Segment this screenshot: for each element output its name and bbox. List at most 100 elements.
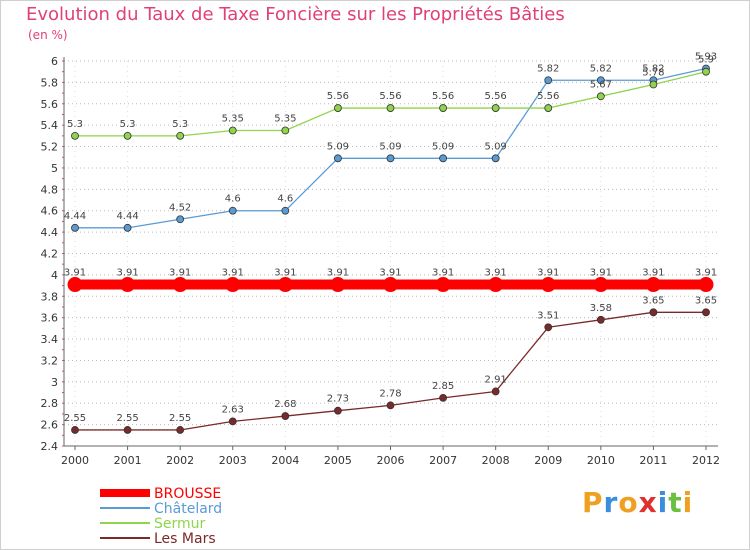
data-label: 3.91 [642,268,664,279]
data-label: 2.91 [485,374,507,385]
grid-lines [64,60,718,447]
data-label: 3.91 [485,268,507,279]
x-tick-label: 2008 [482,454,510,467]
y-tick-label: 5.8 [41,76,59,89]
data-label: 5.82 [642,63,664,74]
y-tick-label: 4.2 [41,248,59,261]
data-label: 5.09 [327,141,349,152]
x-tick-label: 2011 [639,454,667,467]
data-point [176,131,185,140]
data-point [281,206,290,215]
data-point [176,426,185,434]
data-point [123,131,132,140]
data-point [386,154,395,163]
y-tick-label: 3.8 [41,290,59,303]
data-label: 3.91 [432,268,454,279]
data-label: 5.35 [274,114,296,125]
data-label: 3.91 [590,268,612,279]
x-tick-label: 2007 [429,454,457,467]
y-tick-label: 2.8 [41,397,59,410]
y-tick-label: 5.6 [41,98,59,111]
data-label: 3.65 [642,295,664,306]
data-label: 4.44 [64,211,86,222]
data-label: 3.91 [379,268,401,279]
data-label: 5.09 [485,141,507,152]
data-point [172,277,188,293]
x-tick-label: 2000 [61,454,89,467]
data-point [225,277,241,293]
y-tick-label: 5.4 [41,119,59,132]
y-tick-label: 4.8 [41,183,59,196]
legend-label: Sermur [154,516,206,532]
data-label: 3.91 [64,268,86,279]
data-label: 4.6 [225,194,241,205]
data-label: 5.3 [67,119,83,130]
x-tick-label: 2005 [324,454,352,467]
data-point [277,277,293,293]
data-point [120,277,136,293]
data-point [281,412,290,420]
data-point [176,215,185,224]
data-label: 5.35 [222,114,244,125]
data-point [439,393,447,402]
data-point [649,80,658,89]
series-lines [67,64,714,434]
data-point [67,277,83,293]
data-label: 2.55 [116,413,138,424]
data-label: 5.56 [485,91,507,102]
y-tick-label: 2.4 [41,440,59,453]
legend-label: BROUSSE [154,486,221,502]
data-label: 2.78 [379,388,401,399]
data-point [649,308,658,317]
data-point [435,277,451,293]
data-label: 5.56 [327,91,349,102]
data-point [439,104,447,112]
data-point [123,426,132,434]
data-point [544,104,553,112]
data-label: 2.55 [64,413,86,424]
data-label: 3.51 [537,310,559,321]
y-tick-label: 6 [51,55,58,68]
data-label: 2.73 [327,394,349,405]
data-label: 3.91 [222,268,244,279]
data-point [491,154,500,163]
data-label: 5.3 [172,119,188,130]
y-tick-label: 3.4 [41,333,59,346]
data-label: 5.93 [695,51,717,62]
data-point [71,426,79,434]
data-point [645,277,661,293]
data-label: 4.6 [277,194,293,205]
data-point [334,154,342,163]
data-label: 4.52 [169,202,191,213]
data-label: 5.78 [642,68,664,79]
y-tick-label: 5 [51,162,58,175]
legend-label: Châtelard [154,501,222,517]
data-label: 2.85 [432,381,454,392]
data-point [596,92,605,101]
data-point [228,206,237,215]
x-tick-label: 2002 [166,454,194,467]
proxiti-logo[interactable]: Proxiti [582,486,694,519]
data-label: 5.56 [379,91,401,102]
data-label: 2.68 [274,399,296,410]
x-tick-label: 2006 [377,454,405,467]
data-label: 5.56 [537,91,559,102]
x-tick-label: 2001 [114,454,142,467]
y-tick-label: 4 [51,269,58,282]
data-label: 2.55 [169,413,191,424]
y-tick-label: 4.6 [41,205,59,218]
data-label: 3.91 [327,268,349,279]
axes [62,57,718,450]
data-label: 5.09 [432,141,454,152]
data-point [698,277,714,293]
data-point [281,126,290,135]
data-point [491,387,500,396]
x-tick-labels: 2000 2001 2002 2003 2004 2005 2006 2007 2008 2009… [61,454,720,467]
data-label: 4.44 [116,211,138,222]
data-label: 3.91 [116,268,138,279]
data-label: 5.09 [379,141,401,152]
data-point [123,223,132,232]
y-tick-labels: 2.4 2.6 2.8 3 3.2 3.4 3.6 3.8 4 4.2 4.4 4.6 4.8 5 5.2 5… [41,55,59,453]
x-tick-label: 2012 [692,454,720,467]
